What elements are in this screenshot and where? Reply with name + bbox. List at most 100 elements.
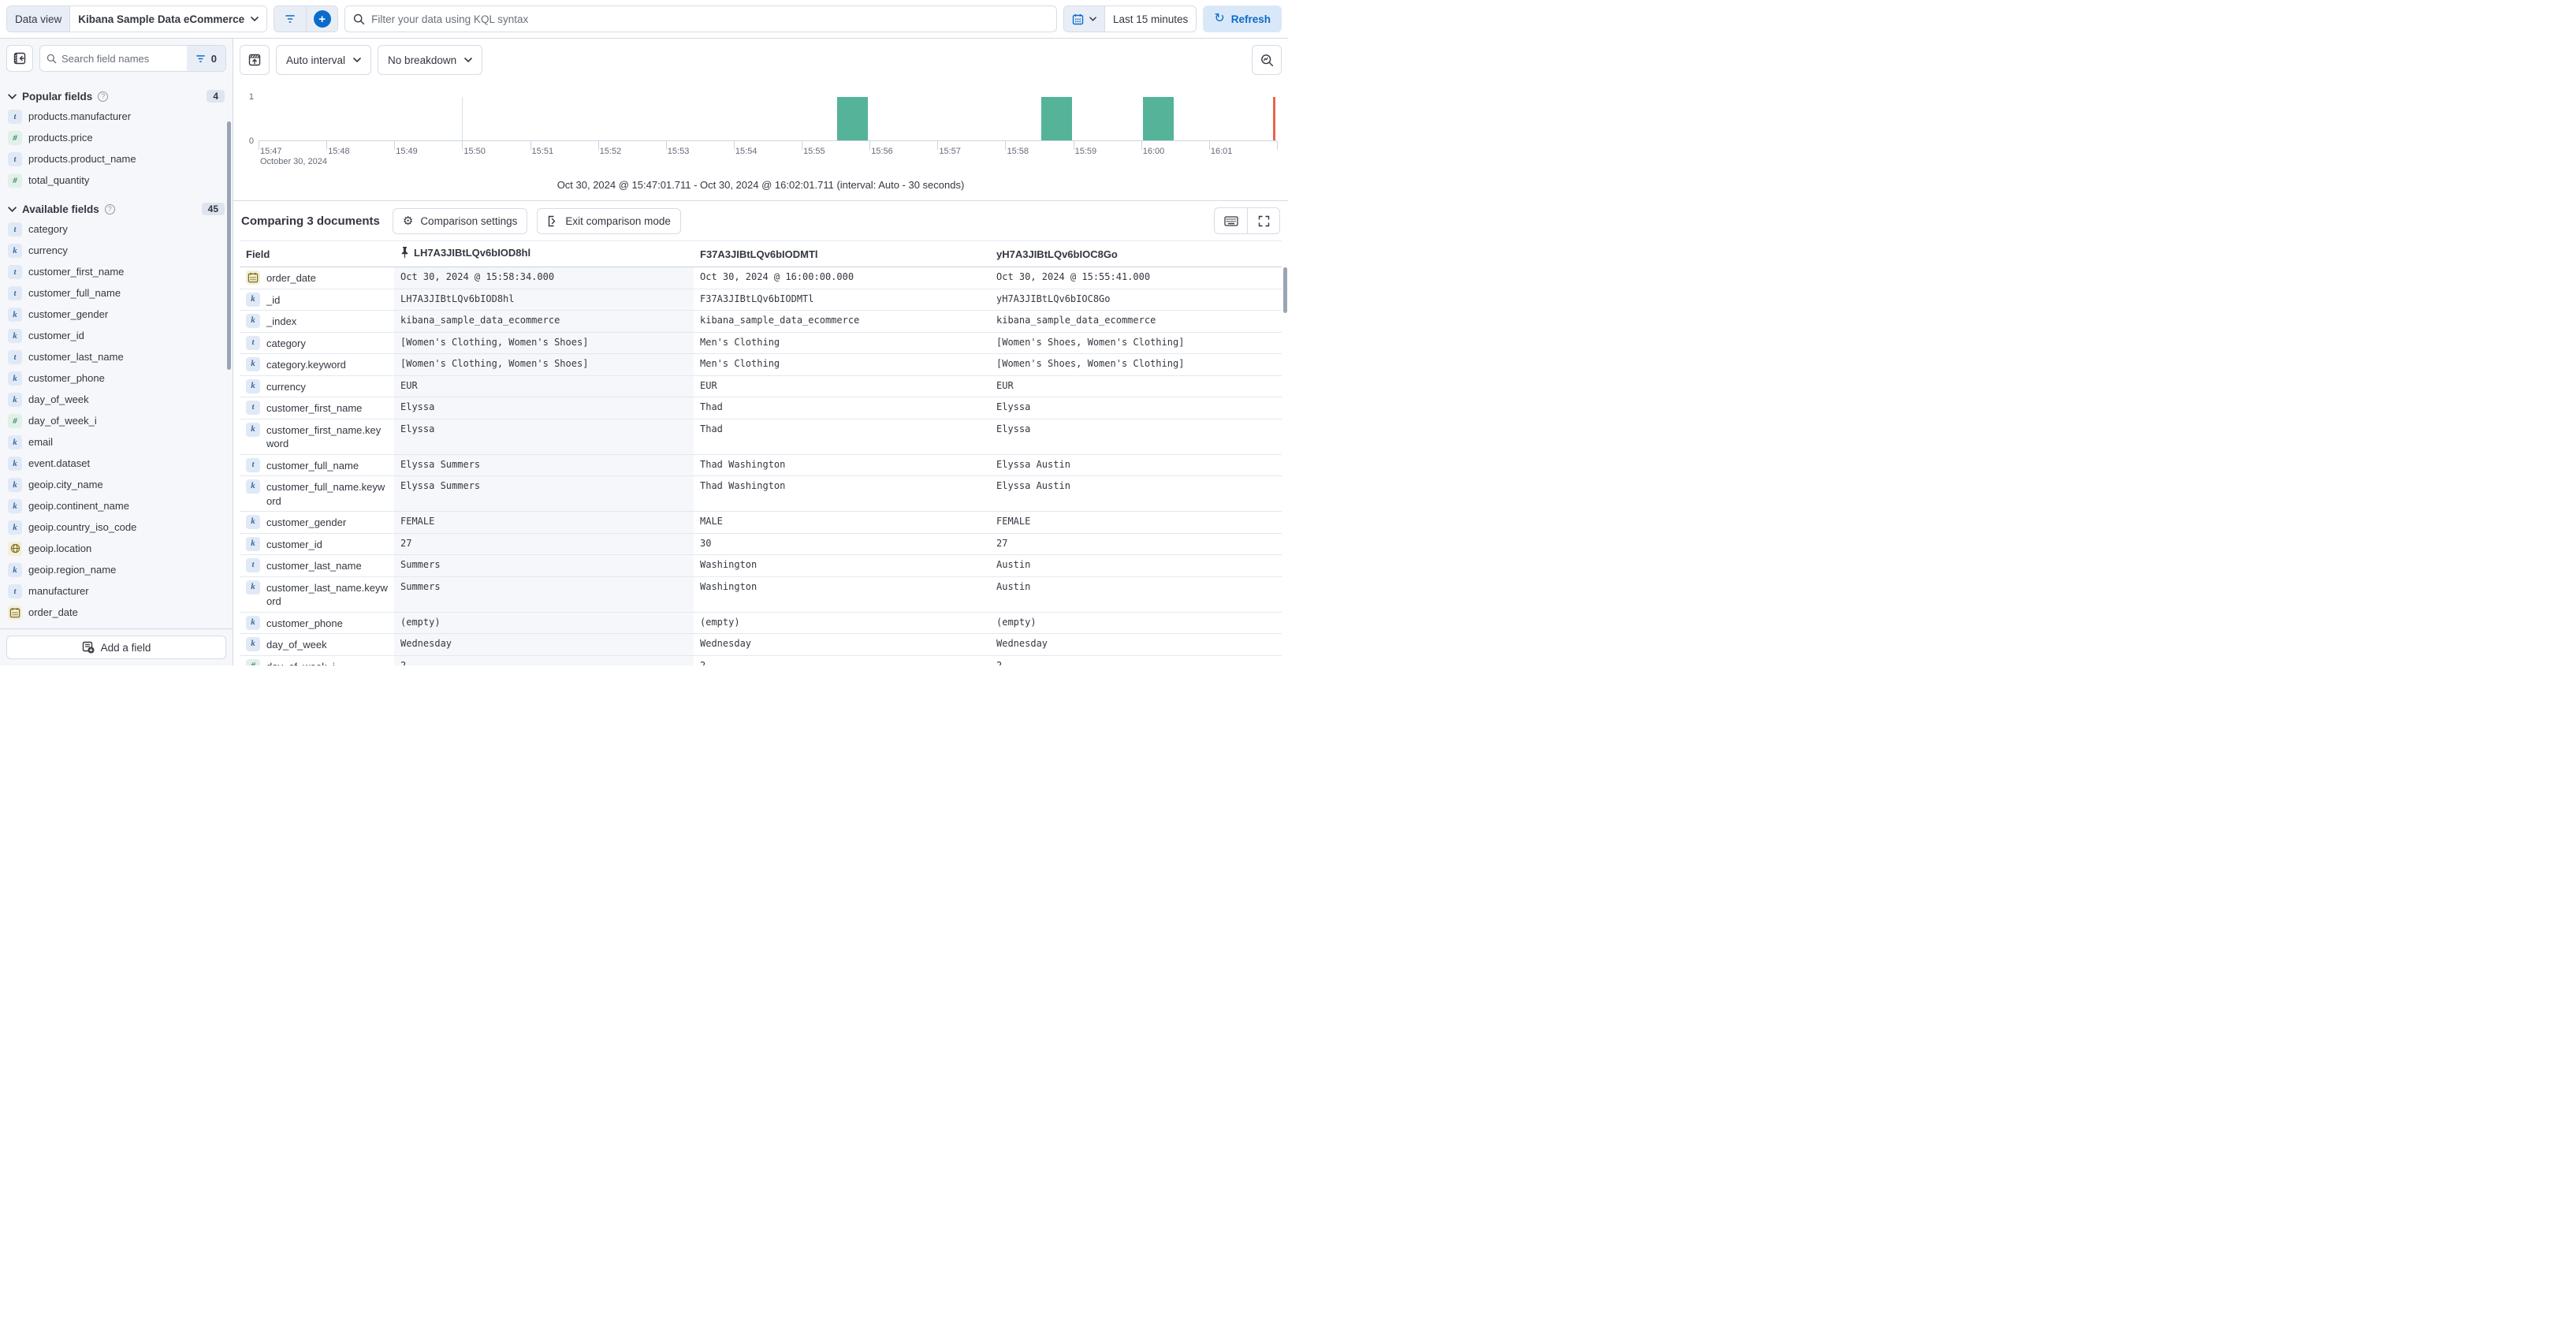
sidebar-field-geoip.country_iso_code[interactable]: k geoip.country_iso_code: [6, 516, 226, 538]
sidebar-field-products.manufacturer[interactable]: t products.manufacturer: [6, 106, 226, 127]
keyword-field-icon: k: [8, 392, 22, 407]
add-filter-button[interactable]: +: [306, 6, 338, 32]
x-axis-tick: [462, 141, 463, 150]
sidebar-field-day_of_week_i[interactable]: # day_of_week_i: [6, 410, 226, 431]
column-header-document[interactable]: F37A3JIBtLQv6bIODMTl: [694, 240, 990, 267]
sidebar-field-event.dataset[interactable]: k event.dataset: [6, 453, 226, 474]
sidebar-field-customer_full_name[interactable]: t customer_full_name: [6, 282, 226, 304]
chart-inspect-button[interactable]: [1252, 45, 1282, 75]
field-name-cell[interactable]: k customer_last_name.keyword: [240, 576, 394, 613]
column-header-document[interactable]: LH7A3JIBtLQv6bIOD8hl: [394, 240, 694, 267]
field-name-cell[interactable]: order_date: [240, 267, 394, 289]
pinned-value-cell: (empty): [394, 612, 694, 634]
sidebar-field-geoip.region_name[interactable]: k geoip.region_name: [6, 559, 226, 580]
exit-icon: [547, 215, 558, 227]
field-search: 0: [39, 45, 226, 72]
pinned-value-cell: 2: [394, 655, 694, 666]
field-label: customer_id: [28, 330, 84, 341]
field-name-cell[interactable]: k day_of_week: [240, 633, 394, 656]
sidebar-scrollbar[interactable]: [227, 121, 231, 370]
field-name: currency: [266, 380, 306, 393]
sidebar-field-customer_phone[interactable]: k customer_phone: [6, 367, 226, 389]
exit-comparison-label: Exit comparison mode: [565, 214, 671, 227]
field-name-cell[interactable]: k _id: [240, 289, 394, 311]
kql-search-bar[interactable]: [344, 6, 1057, 32]
sidebar-field-total_quantity[interactable]: # total_quantity: [6, 170, 226, 191]
x-axis-date-label: October 30, 2024: [260, 157, 328, 166]
sidebar-field-currency[interactable]: k currency: [6, 240, 226, 261]
keyword-field-icon: k: [246, 422, 260, 437]
histogram-bar[interactable]: [1142, 97, 1174, 140]
sidebar-field-customer_first_name[interactable]: t customer_first_name: [6, 261, 226, 282]
comparison-row-category.keyword: k category.keyword [Women's Clothing, Wome…: [240, 353, 1282, 376]
sidebar-field-category[interactable]: t category: [6, 218, 226, 240]
x-axis-tick-label: 15:48: [328, 147, 350, 156]
sidebar-field-email[interactable]: k email: [6, 431, 226, 453]
calendar-icon: [1072, 13, 1084, 25]
sidebar-field-products.price[interactable]: # products.price: [6, 127, 226, 148]
number-field-icon: #: [8, 173, 22, 188]
data-view-switcher[interactable]: Data view Kibana Sample Data eCommerce: [6, 6, 268, 32]
sidebar-field-order_date[interactable]: order_date: [6, 602, 226, 623]
histogram-plot-area[interactable]: [259, 97, 1277, 141]
field-name-cell[interactable]: k category.keyword: [240, 353, 394, 376]
match-value-cell: 2: [990, 655, 1282, 666]
collapse-sidebar-button[interactable]: [6, 45, 33, 72]
fullscreen-button[interactable]: [1247, 208, 1279, 233]
field-search-input[interactable]: [61, 52, 181, 65]
column-header-document[interactable]: yH7A3JIBtLQv6bIOC8Go: [990, 240, 1282, 267]
field-name-cell[interactable]: k customer_full_name.keyword: [240, 475, 394, 512]
filter-menu-button[interactable]: [274, 6, 307, 32]
field-name-cell[interactable]: k customer_id: [240, 533, 394, 555]
hide-chart-button[interactable]: [240, 45, 270, 75]
table-scrollbar[interactable]: [1283, 267, 1287, 313]
help-icon: ?: [104, 203, 115, 214]
pinned-document-id: LH7A3JIBtLQv6bIOD8hl: [414, 247, 531, 259]
kql-input[interactable]: [371, 13, 1048, 25]
sidebar-field-geoip.continent_name[interactable]: k geoip.continent_name: [6, 495, 226, 516]
sidebar-field-products.product_name[interactable]: t products.product_name: [6, 148, 226, 170]
comparison-row-customer_first_name: t customer_first_name Elyssa Thad Elyssa: [240, 397, 1282, 419]
field-name-cell[interactable]: t customer_last_name: [240, 554, 394, 577]
time-range-button[interactable]: Last 15 minutes: [1104, 6, 1197, 32]
keyboard-shortcuts-button[interactable]: [1215, 208, 1247, 233]
available-fields-header[interactable]: Available fields ? 45: [8, 203, 225, 215]
sidebar-field-customer_last_name[interactable]: t customer_last_name: [6, 346, 226, 367]
field-label: day_of_week_i: [28, 415, 97, 427]
field-name-cell[interactable]: k customer_gender: [240, 511, 394, 534]
keyword-field-icon: k: [8, 328, 22, 343]
field-name-cell[interactable]: k customer_phone: [240, 612, 394, 634]
field-filter-button[interactable]: 0: [186, 46, 225, 71]
comparison-settings-button[interactable]: ⚙ Comparison settings: [392, 207, 528, 234]
field-name-cell[interactable]: k currency: [240, 375, 394, 397]
keyword-field-icon: k: [8, 243, 22, 258]
field-name-cell[interactable]: # day_of_week_i: [240, 655, 394, 666]
x-axis-tick: [1005, 141, 1007, 150]
pinned-value-cell: Summers: [394, 576, 694, 613]
breakdown-select[interactable]: No breakdown: [378, 45, 483, 75]
sidebar-field-geoip.city_name[interactable]: k geoip.city_name: [6, 474, 226, 495]
comparison-title: Comparing 3 documents: [241, 214, 380, 228]
field-name-cell[interactable]: t customer_full_name: [240, 454, 394, 476]
field-name-cell[interactable]: t category: [240, 332, 394, 354]
field-label: geoip.continent_name: [28, 500, 129, 512]
comparison-table-header-row: Field LH7A3JIBtLQv6bIOD8hl F37A3JIBtLQv6bI…: [240, 240, 1282, 267]
histogram-bar[interactable]: [1040, 97, 1072, 140]
sidebar-field-geoip.location[interactable]: geoip.location: [6, 538, 226, 559]
field-name-cell[interactable]: t customer_first_name: [240, 397, 394, 419]
field-name-cell[interactable]: k _index: [240, 310, 394, 333]
comparison-row-order_date: order_date Oct 30, 2024 @ 15:58:34.000 Oct…: [240, 267, 1282, 289]
field-name-cell[interactable]: k customer_first_name.keyword: [240, 419, 394, 455]
sidebar-field-day_of_week[interactable]: k day_of_week: [6, 389, 226, 410]
sidebar-field-customer_id[interactable]: k customer_id: [6, 325, 226, 346]
interval-select[interactable]: Auto interval: [276, 45, 372, 75]
field-name: day_of_week_i: [266, 659, 335, 666]
popular-fields-header[interactable]: Popular fields ? 4: [8, 90, 225, 103]
sidebar-field-manufacturer[interactable]: t manufacturer: [6, 580, 226, 602]
time-picker-quick-menu[interactable]: [1064, 6, 1104, 32]
histogram-bar[interactable]: [837, 97, 869, 140]
sidebar-field-customer_gender[interactable]: k customer_gender: [6, 304, 226, 325]
refresh-button[interactable]: ↻ Refresh: [1203, 6, 1282, 32]
exit-comparison-button[interactable]: Exit comparison mode: [537, 207, 681, 234]
add-field-button[interactable]: Add a field: [6, 636, 226, 659]
